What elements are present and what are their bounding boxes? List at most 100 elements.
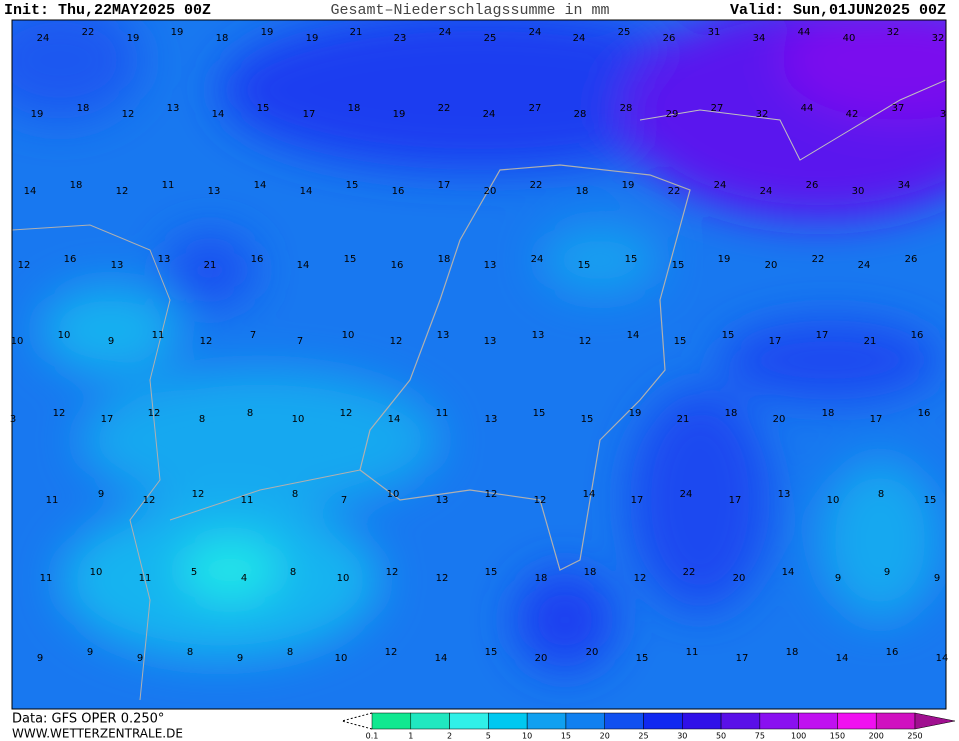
value-label: 8 <box>287 647 293 658</box>
value-label: 24 <box>858 260 871 271</box>
legend-swatch <box>488 712 528 730</box>
value-label: 8 <box>199 414 205 425</box>
value-label: 13 <box>208 186 221 197</box>
value-label: 8 <box>292 489 298 500</box>
value-label: 21 <box>864 336 877 347</box>
value-label: 14 <box>836 653 849 664</box>
value-label: 24 <box>760 186 773 197</box>
value-label: 14 <box>24 186 37 197</box>
value-label: 7 <box>250 330 256 341</box>
legend-label: 0.1 <box>366 732 379 741</box>
value-label: 14 <box>627 330 640 341</box>
value-label: 14 <box>388 414 401 425</box>
value-label: 14 <box>300 186 313 197</box>
value-label: 44 <box>798 27 811 38</box>
legend: 0.1 1 2 5 10 15 20 25 30 50 75 100 150 200 250 <box>340 712 956 741</box>
value-label: 22 <box>812 254 825 265</box>
value-label: 11 <box>40 573 53 584</box>
value-label: 15 <box>672 260 685 271</box>
value-label: 12 <box>340 408 353 419</box>
legend-label: 250 <box>907 732 922 741</box>
value-label: 28 <box>574 109 587 120</box>
value-label: 44 <box>801 103 814 114</box>
value-label: 24 <box>573 33 586 44</box>
legend-label: 2 <box>447 732 452 741</box>
legend-label: 5 <box>486 732 491 741</box>
legend-swatch <box>682 712 722 730</box>
value-label: 3 <box>10 414 16 425</box>
map-frame <box>11 19 947 710</box>
legend-swatch <box>371 712 412 730</box>
legend-label: 50 <box>716 732 726 741</box>
value-label: 12 <box>390 336 403 347</box>
legend-swatch <box>526 712 567 730</box>
value-label: 17 <box>736 653 749 664</box>
value-label: 16 <box>886 647 899 658</box>
value-label: 16 <box>391 260 404 271</box>
legend-label: 25 <box>638 732 648 741</box>
value-label: 17 <box>438 180 451 191</box>
valid-time: Valid: Sun,01JUN2025 00Z <box>730 2 946 19</box>
value-label: 9 <box>87 647 93 658</box>
legend-label: 1 <box>408 732 413 741</box>
value-label: 5 <box>191 567 197 578</box>
value-label: 24 <box>714 180 727 191</box>
value-label: 32 <box>932 33 945 44</box>
legend-label: 10 <box>522 732 532 741</box>
value-label: 19 <box>306 33 319 44</box>
value-label: 13 <box>484 260 497 271</box>
value-label: 19 <box>629 408 642 419</box>
value-label: 22 <box>668 186 681 197</box>
value-label: 9 <box>835 573 841 584</box>
value-label: 13 <box>158 254 171 265</box>
value-label: 9 <box>884 567 890 578</box>
value-label: 17 <box>870 414 883 425</box>
value-label: 15 <box>625 254 638 265</box>
value-label: 15 <box>578 260 591 271</box>
legend-label: 100 <box>791 732 806 741</box>
value-label: 14 <box>212 109 225 120</box>
value-label: 12 <box>485 489 498 500</box>
value-label: 15 <box>533 408 546 419</box>
value-label: 15 <box>722 330 735 341</box>
data-source: Data: GFS OPER 0.250° <box>12 712 164 727</box>
value-label: 15 <box>581 414 594 425</box>
value-label: 14 <box>435 653 448 664</box>
value-label: 9 <box>934 573 940 584</box>
value-label: 20 <box>535 653 548 664</box>
value-label: 24 <box>483 109 496 120</box>
value-label: 3 <box>940 109 946 120</box>
value-label: 34 <box>898 180 911 191</box>
value-label: 19 <box>718 254 731 265</box>
value-label: 25 <box>484 33 497 44</box>
value-label: 20 <box>765 260 778 271</box>
value-label: 27 <box>529 103 542 114</box>
legend-label: 15 <box>561 732 571 741</box>
value-label: 13 <box>167 103 180 114</box>
value-label: 17 <box>729 495 742 506</box>
legend-swatch <box>604 712 644 730</box>
value-label: 21 <box>350 27 363 38</box>
value-label: 7 <box>297 336 303 347</box>
value-label: 22 <box>530 180 543 191</box>
value-label: 23 <box>394 33 407 44</box>
value-label: 4 <box>241 573 247 584</box>
value-label: 15 <box>344 254 357 265</box>
value-label: 10 <box>90 567 103 578</box>
value-label: 14 <box>297 260 310 271</box>
value-label: 18 <box>70 180 83 191</box>
value-label: 13 <box>484 336 497 347</box>
value-label: 19 <box>622 180 635 191</box>
value-label: 28 <box>620 103 633 114</box>
value-label: 14 <box>936 653 949 664</box>
value-label: 15 <box>924 495 937 506</box>
value-label: 25 <box>618 27 631 38</box>
value-label: 9 <box>98 489 104 500</box>
value-label: 15 <box>485 647 498 658</box>
value-label: 18 <box>77 103 90 114</box>
value-label: 18 <box>216 33 229 44</box>
legend-arrow <box>914 712 956 730</box>
value-label: 13 <box>111 260 124 271</box>
value-label: 20 <box>484 186 497 197</box>
